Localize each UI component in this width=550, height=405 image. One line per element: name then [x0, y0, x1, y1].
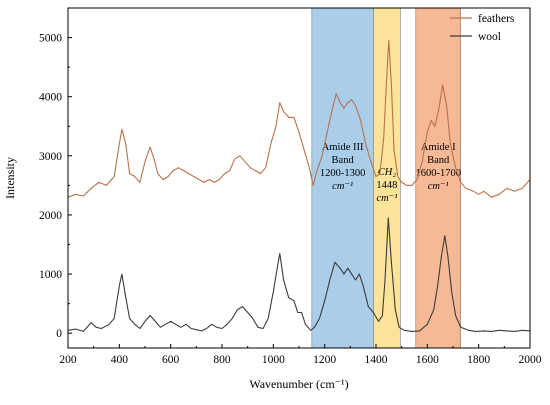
y-tick-label: 3000	[39, 151, 62, 163]
legend: feathers wool	[450, 13, 515, 43]
y-tick-label: 1000	[39, 269, 62, 281]
band-label-line: Amide III	[322, 142, 364, 153]
x-tick-label: 600	[162, 354, 180, 366]
band-label-line: cm⁻¹	[376, 193, 397, 204]
legend-label-feathers: feathers	[478, 13, 515, 25]
y-axis: 0 1000 2000 3000 4000 5000	[39, 33, 72, 340]
x-tick-label: 800	[213, 354, 231, 366]
x-tick-label: 200	[59, 354, 77, 366]
x-tick-label: 1200	[313, 354, 336, 366]
x-tick-label: 1800	[467, 354, 490, 366]
band-label-line: 1600-1700	[415, 168, 461, 179]
band-label-line: Band	[332, 155, 355, 166]
band-label-line: 1200-1300	[320, 168, 366, 179]
x-tick-label: 1000	[262, 354, 285, 366]
x-tick-label: 2000	[519, 354, 542, 366]
band-region-1	[311, 7, 374, 349]
y-tick-label: 2000	[39, 210, 62, 222]
x-tick-label: 400	[111, 354, 129, 366]
series-line-feathers	[67, 39, 531, 198]
band-label-line: Amide I	[421, 142, 456, 153]
band-label-line: cm⁻¹	[332, 181, 353, 192]
y-tick-label: 5000	[39, 33, 62, 45]
band-label-line: Band	[427, 155, 450, 166]
y-tick-label: 4000	[39, 92, 62, 104]
x-axis-title: Wavenumber (cm⁻¹)	[249, 377, 348, 391]
series-line-wool	[67, 217, 531, 332]
band-region-2	[373, 7, 401, 349]
x-tick-label: 1600	[416, 354, 439, 366]
series-lines	[67, 39, 531, 332]
x-tick-label: 1400	[365, 354, 388, 366]
band-label-line: cm⁻¹	[428, 181, 449, 192]
legend-label-wool: wool	[478, 31, 501, 43]
x-axis: 200 400 600 800 1000 1200 1400 1600 1800 2000	[59, 344, 542, 366]
band-labels: Amide III Band 1200-1300 cm⁻¹ CH₂ 1448 cm⁻¹ Ami…	[320, 142, 461, 204]
band-label-line: 1448	[376, 180, 397, 191]
band-label-line: CH₂	[378, 167, 397, 178]
y-tick-label: 0	[56, 328, 62, 340]
y-axis-title: Intensity	[3, 157, 17, 199]
